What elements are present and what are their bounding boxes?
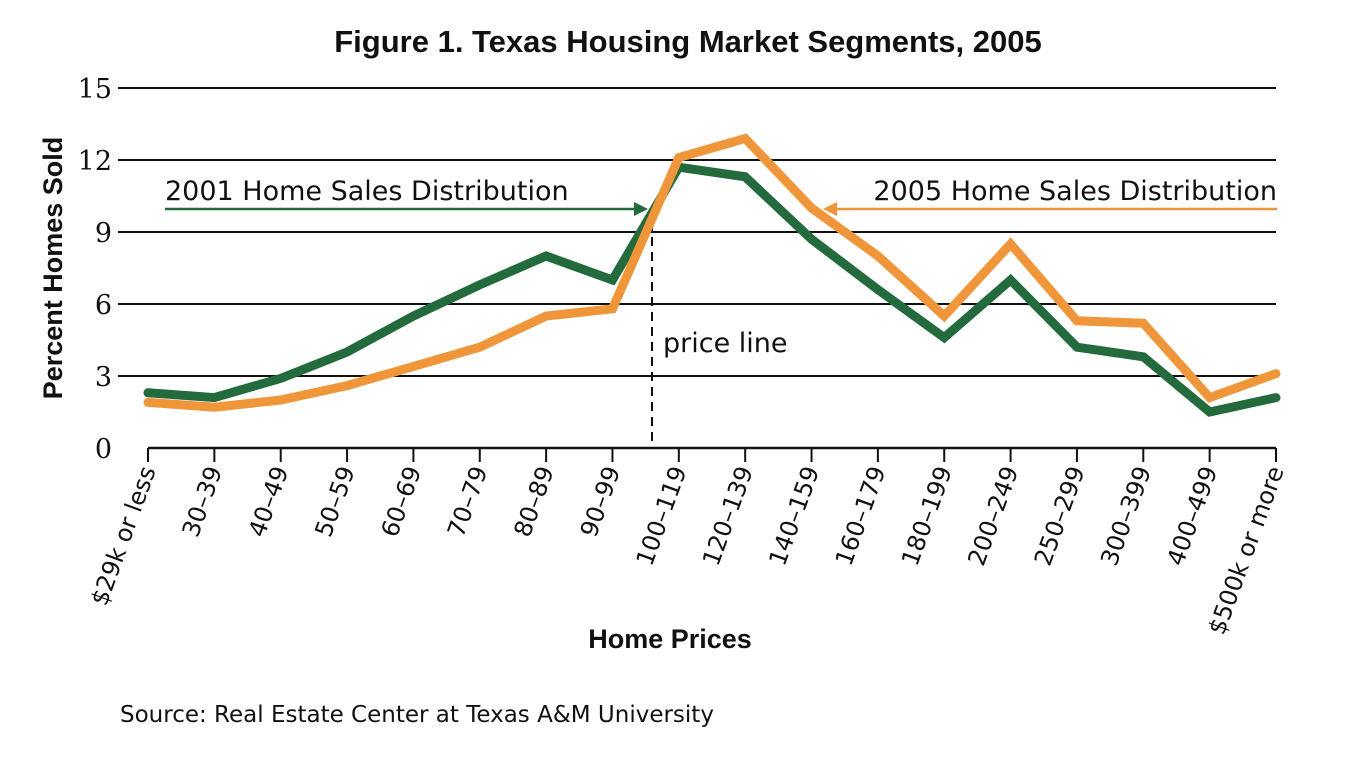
gridlines (118, 87, 1277, 462)
y-tick-label: 15 (78, 74, 112, 105)
legend-2005-label: 2005 Home Sales Distribution (873, 176, 1277, 207)
x-tick-label: 300–399 (1095, 462, 1157, 569)
x-tick-label: 100–119 (631, 462, 693, 569)
y-tick-label: 0 (95, 434, 112, 465)
series-line-2001 (143, 162, 1281, 417)
legend-2005-arrowhead (823, 202, 837, 216)
x-tick-label: 200–249 (962, 462, 1024, 569)
x-tick-label: 140–159 (763, 462, 825, 569)
x-tick-label: 180–199 (896, 462, 958, 569)
legend-2001-arrowhead (634, 202, 648, 216)
x-tick-label: $29k or less (85, 462, 161, 609)
x-tick-label: 400–499 (1162, 462, 1224, 569)
chart-title: Figure 1. Texas Housing Market Segments,… (334, 24, 1042, 59)
x-tick-label: 40–49 (243, 462, 294, 540)
y-tick-label: 9 (95, 218, 112, 249)
x-axis-title: Home Prices (588, 624, 752, 654)
y-tick-label: 3 (95, 362, 112, 393)
x-tick-label: 90–99 (575, 462, 626, 540)
x-tick-label: 120–139 (697, 462, 759, 569)
legend-2001-label: 2001 Home Sales Distribution (165, 176, 569, 207)
y-tick-labels: 0 3 6 9 12 15 (78, 74, 112, 465)
x-tick-label: 50–59 (309, 462, 360, 540)
series-lines (143, 133, 1281, 417)
x-tick-label: 250–299 (1029, 462, 1091, 569)
x-tick-label: 30–39 (177, 462, 228, 540)
source-note: Source: Real Estate Center at Texas A&M … (120, 702, 714, 728)
x-tick-label: 80–89 (508, 462, 559, 540)
x-tick-label: 70–79 (442, 462, 493, 540)
series-line-2005 (143, 133, 1281, 412)
x-tick-label: 60–69 (376, 462, 427, 540)
price-line-label: price line (663, 328, 788, 359)
y-axis-title: Percent Homes Sold (38, 137, 68, 400)
x-tick-labels: $29k or less 30–39 40–49 50–59 60–69 70–79 80–… (85, 462, 1289, 638)
y-tick-label: 6 (95, 290, 112, 321)
x-tick-label: 160–179 (830, 462, 892, 569)
y-tick-label: 12 (78, 146, 112, 177)
